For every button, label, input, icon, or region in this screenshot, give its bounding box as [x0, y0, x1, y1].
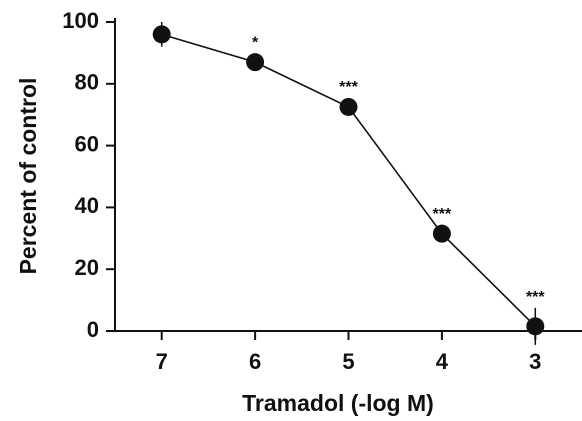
y-tick-label: 60: [75, 131, 99, 156]
data-point: [246, 53, 265, 72]
annotation: *: [252, 34, 259, 51]
data-point: [432, 224, 451, 243]
x-tick-label: 5: [342, 349, 354, 374]
x-axis-title: Tramadol (-log M): [242, 390, 434, 416]
x-tick-label: 4: [436, 349, 449, 374]
x-tick-label: 3: [529, 349, 541, 374]
y-tick-label: 80: [75, 70, 99, 95]
y-tick-label: 0: [87, 317, 99, 342]
y-tick-label: 100: [62, 8, 99, 33]
annotation: ***: [339, 79, 358, 96]
series-line: [161, 33, 536, 327]
data-point: [526, 317, 545, 336]
x-tick-label: 7: [156, 349, 168, 374]
annotation: ***: [433, 206, 452, 223]
x-tick-label: 6: [249, 349, 261, 374]
y-axis-title: Percent of control: [15, 78, 41, 275]
data-point: [339, 97, 358, 116]
annotation: ***: [526, 289, 545, 306]
y-tick-label: 40: [75, 193, 99, 218]
y-tick-label: 20: [75, 255, 99, 280]
data-point: [152, 25, 171, 44]
